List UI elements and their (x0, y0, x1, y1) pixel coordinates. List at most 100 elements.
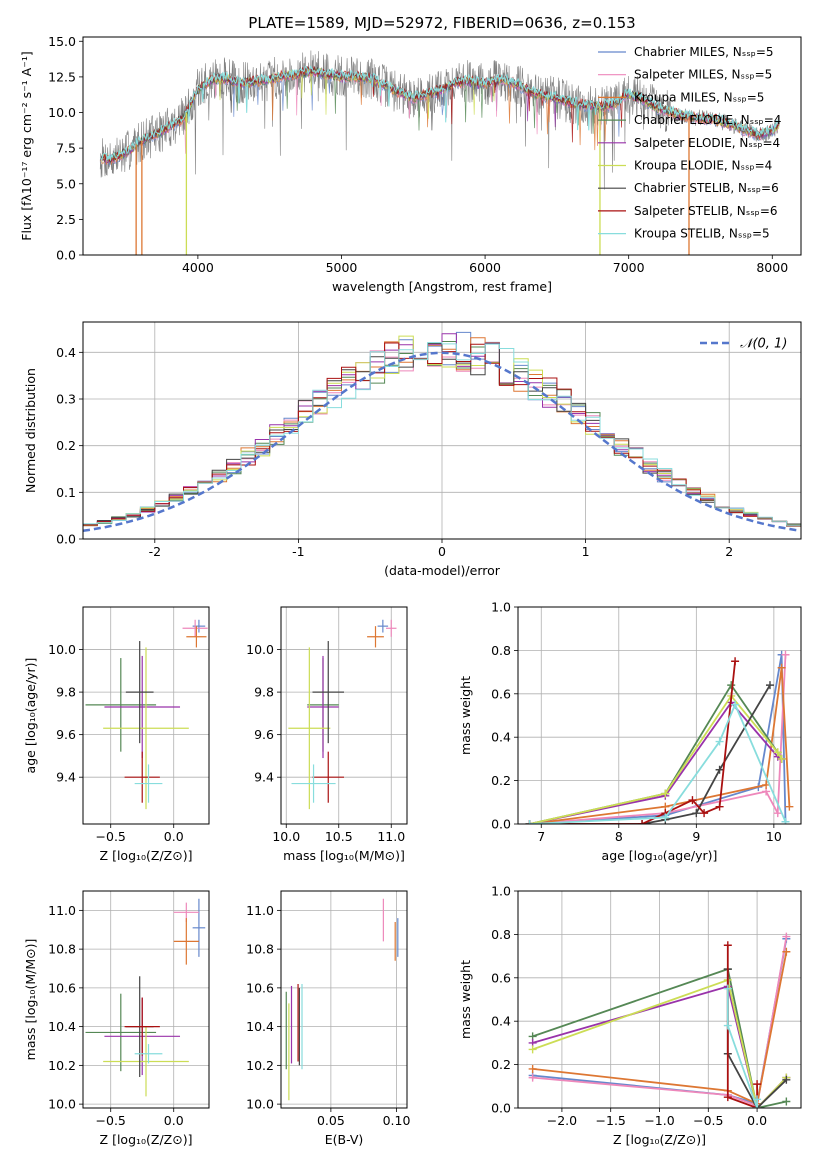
y-axis-label: Normed distribution (23, 368, 38, 493)
weight-marker (782, 947, 791, 956)
data-point (85, 993, 157, 1072)
legend-entry: Chabrier STELIB, Nₛₛₚ=6 (634, 181, 779, 195)
weight-marker (723, 984, 732, 993)
weight-marker (782, 1075, 791, 1084)
weight-marker (661, 813, 670, 822)
y-tick-label: 5.0 (56, 176, 76, 191)
y-tick-label: 9.4 (254, 770, 274, 785)
weight-marker (785, 802, 794, 811)
x-tick-label: −0.5 (693, 1113, 723, 1128)
y-tick-label: 2.5 (56, 212, 76, 227)
y-tick-label: 0.2 (56, 438, 76, 453)
plot-area (288, 619, 397, 810)
data-point (134, 764, 163, 803)
y-axis-label: mass [log₁₀(M/M⊙)] (23, 939, 38, 1061)
weight-marker (688, 796, 697, 805)
plot-area (528, 932, 791, 1108)
x-axis-label: wavelength [Angstrom, rest frame] (332, 279, 552, 294)
y-tick-label: 12.5 (48, 69, 76, 84)
x-tick-label: 10.5 (325, 829, 353, 844)
y-tick-label: 0.6 (491, 970, 511, 985)
panel-mass-vs-ebv: 0.05 0.10 10.0 10.2 10.4 10.6 10.8 11.0 E(B-V) (246, 890, 411, 1147)
legend-entry: Kroupa STELIB, Nₛₛₚ=5 (634, 227, 770, 241)
x-tick-label: 0.0 (164, 829, 184, 844)
weight-marker (731, 700, 740, 709)
weight-marker (715, 802, 724, 811)
chart-title: PLATE=1589, MJD=52972, FIBERID=0636, z=0… (248, 14, 635, 32)
x-tick-label: 8 (615, 829, 623, 844)
x-tick-label: 7 (537, 829, 545, 844)
panel-weight-vs-Z: −2.0 −1.5 −1.0 −0.5 0.0 0.0 0.2 0.4 0.6 0.8 1.0 Z [… (458, 884, 802, 1147)
x-tick-label: −0.5 (96, 1113, 126, 1128)
x-axis-label: E(B-V) (325, 1132, 364, 1147)
axes-frame (82, 890, 210, 1109)
data-point (124, 751, 160, 803)
y-tick-label: 0.3 (56, 392, 76, 407)
x-tick-label: −2.0 (547, 1113, 577, 1128)
weight-series (529, 694, 783, 824)
weight-marker (773, 748, 782, 757)
x-tick-label: −1.5 (596, 1113, 626, 1128)
x-tick-label: 11.0 (377, 829, 405, 844)
plot-area (285, 898, 399, 1101)
weight-series (726, 988, 758, 1108)
data-point (125, 641, 154, 744)
plot-area (85, 619, 208, 810)
data-point (367, 626, 384, 648)
x-axis-label: Z [log₁₀(Z/Z⊙)] (100, 848, 193, 863)
normal-curve (83, 351, 799, 533)
y-tick-label: 0.4 (56, 345, 76, 360)
y-tick-label: 10.6 (48, 980, 76, 995)
weight-marker (753, 1080, 762, 1089)
y-axis-label: Flux [fλ10⁻¹⁷ erg cm⁻² s⁻¹ A⁻¹] (19, 51, 34, 240)
x-tick-label: 5000 (326, 260, 358, 275)
weight-marker (723, 1093, 732, 1102)
y-tick-label: 10.0 (48, 105, 76, 120)
x-tick-label: 0.10 (383, 1113, 411, 1128)
axes-frame (280, 606, 408, 825)
data-point (103, 647, 189, 810)
weight-marker (661, 789, 670, 798)
data-point (291, 764, 336, 803)
weight-marker (781, 817, 790, 824)
panel-residuals: -2 -1 0 1 2 0.0 0.1 0.2 0.3 0.4 (data-model)/error… (23, 321, 802, 578)
data-point (192, 619, 206, 633)
y-tick-label: 0.0 (56, 248, 76, 263)
data-point (288, 647, 331, 810)
panel-weight-vs-age: 7 8 9 10 0.0 0.2 0.4 0.6 0.8 1.0 age [log₁₀(age/yr… (458, 600, 802, 863)
plot-area (85, 898, 206, 1097)
weight-marker (525, 820, 534, 824)
grid (518, 890, 801, 1109)
y-tick-label: 10.0 (246, 1097, 274, 1112)
axes: 7 8 9 10 0.0 0.2 0.4 0.6 0.8 1.0 age [log₁₀(age/yr… (458, 600, 802, 863)
weight-marker (727, 681, 736, 690)
weight-marker (777, 754, 786, 763)
x-tick-label: 6000 (469, 260, 501, 275)
legend: Chabrier MILES, Nₛₛₚ=5 Salpeter MILES, Nₛ… (598, 45, 781, 241)
x-tick-label: 10.0 (272, 829, 300, 844)
data-point (377, 619, 389, 633)
y-axis-label: mass weight (458, 960, 473, 1039)
x-tick-label: 8000 (756, 260, 788, 275)
y-tick-label: 15.0 (48, 34, 76, 49)
weight-series (529, 684, 771, 824)
weight-series (529, 683, 783, 824)
y-tick-label: 0.2 (491, 1057, 511, 1072)
data-point (134, 1044, 163, 1064)
panel-mass-vs-Z: −0.5 0.0 10.0 10.2 10.4 10.6 10.8 11.0 Z [log₁₀(… (23, 890, 210, 1147)
axes: −2.0 −1.5 −1.0 −0.5 0.0 0.0 0.2 0.4 0.6 0.8 1.0 Z [… (458, 884, 802, 1147)
y-tick-label: 10.4 (48, 1019, 76, 1034)
y-tick-label: 9.4 (56, 770, 76, 785)
y-tick-label: 10.0 (48, 1097, 76, 1112)
y-axis-label: mass weight (458, 676, 473, 755)
weight-marker (528, 1073, 537, 1082)
y-tick-label: 10.0 (48, 642, 76, 657)
panel-spectrum: 4000 5000 6000 7000 8000 0.0 2.5 5.0 7.5 10.0 12.5… (19, 14, 802, 294)
axes: −0.5 0.0 10.0 10.2 10.4 10.6 10.8 11.0 Z [log₁₀(… (23, 890, 210, 1147)
weight-series (532, 967, 787, 1108)
y-tick-label: 0.8 (491, 643, 511, 658)
x-tick-label: −0.5 (96, 829, 126, 844)
x-tick-label: 9 (692, 829, 700, 844)
x-axis-label: mass [log₁₀(M/M⊙)] (283, 848, 405, 863)
x-tick-label: 1 (582, 544, 590, 559)
